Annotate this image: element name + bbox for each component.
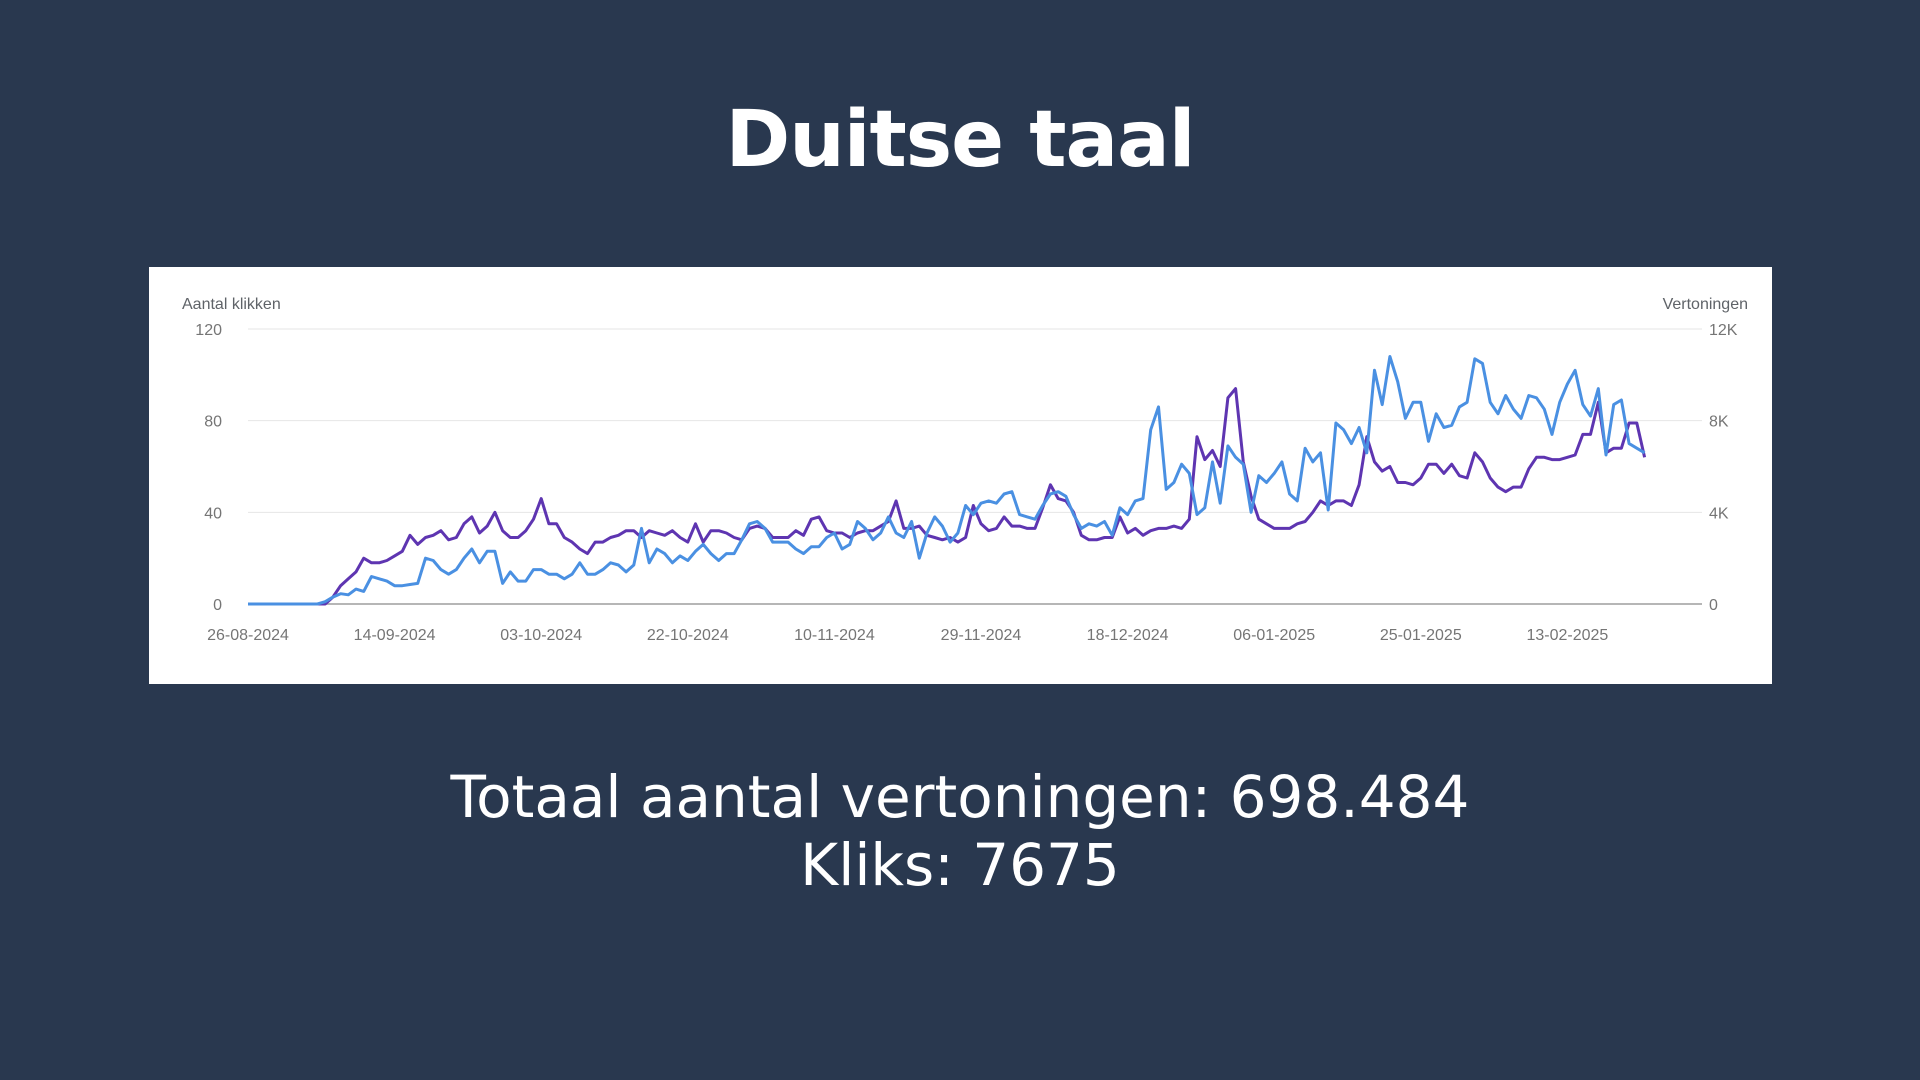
series-lines xyxy=(248,355,1647,606)
series-line-klikken xyxy=(248,387,1647,606)
x-tick-label: 13-02-2025 xyxy=(1526,627,1608,644)
total-impressions-text: Totaal aantal vertoningen: 698.484 xyxy=(450,763,1470,831)
x-tick-label: 29-11-2024 xyxy=(941,627,1022,644)
x-tick-label: 10-11-2024 xyxy=(794,627,875,644)
x-tick-label: 25-01-2025 xyxy=(1380,627,1462,644)
x-tick-label: 14-09-2024 xyxy=(354,627,436,644)
left-y-tick-label: 40 xyxy=(204,505,222,522)
line-chart: 0 0 40 4K 80 8K 120 12K 26-08-2024 14-09-2024 03-1… xyxy=(182,296,1748,644)
series-line-vertoningen xyxy=(248,355,1646,606)
right-y-tick-label: 0 xyxy=(1709,597,1718,614)
right-y-tick-label: 4K xyxy=(1709,505,1729,522)
x-tick-label: 26-08-2024 xyxy=(207,627,289,644)
total-clicks-text: Kliks: 7675 xyxy=(800,831,1120,899)
chart-card: 0 0 40 4K 80 8K 120 12K 26-08-2024 14-09-2024 03-1… xyxy=(149,267,1772,684)
x-tick-label: 06-01-2025 xyxy=(1233,627,1315,644)
grid-lines xyxy=(248,328,1702,605)
x-tick-label: 22-10-2024 xyxy=(647,627,729,644)
right-y-tick-label: 12K xyxy=(1709,322,1738,339)
right-y-tick-label: 8K xyxy=(1709,414,1729,431)
axis-ticks: 0 0 40 4K 80 8K 120 12K 26-08-2024 14-09-2024 03-1… xyxy=(195,322,1738,644)
left-axis-title: Aantal klikken xyxy=(182,296,281,313)
right-axis-title: Vertoningen xyxy=(1663,296,1748,313)
left-y-tick-label: 0 xyxy=(213,597,222,614)
left-y-tick-label: 120 xyxy=(195,322,222,339)
left-y-tick-label: 80 xyxy=(204,414,222,431)
slide-title: Duitse taal xyxy=(725,95,1195,185)
x-tick-label: 03-10-2024 xyxy=(500,627,582,644)
x-tick-label: 18-12-2024 xyxy=(1087,627,1169,644)
